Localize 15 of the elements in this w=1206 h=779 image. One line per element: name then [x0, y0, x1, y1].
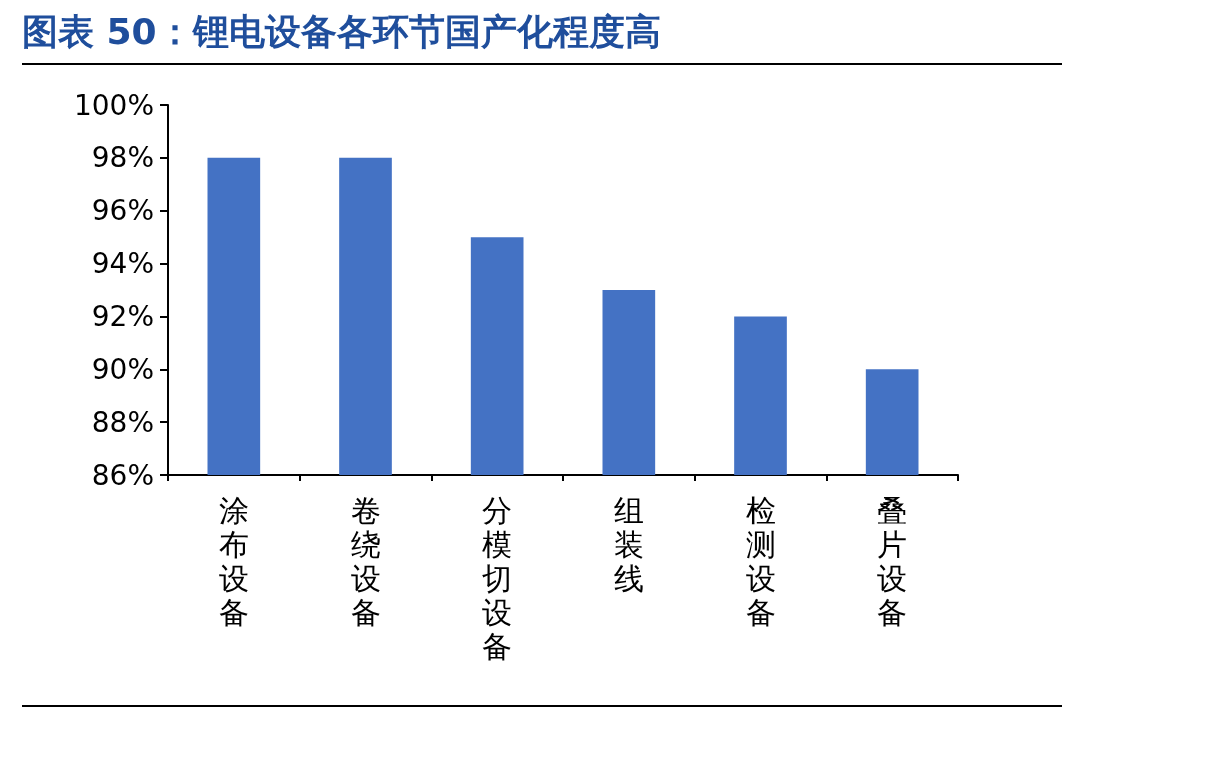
x-tick-label: 叠片设备: [877, 492, 908, 630]
x-tick-label: 分模切设备: [482, 492, 513, 664]
x-tick-label: 卷绕设备: [350, 492, 381, 630]
y-tick-label: 94%: [91, 247, 154, 281]
y-tick-label: 96%: [91, 194, 154, 228]
y-tick-label: 88%: [91, 405, 154, 439]
x-tick-label: 涂布设备: [218, 492, 249, 630]
y-tick-label: 98%: [91, 141, 154, 175]
x-tick-label: 检测设备: [745, 492, 776, 630]
y-tick-label: 100%: [73, 88, 154, 122]
y-tick-label: 86%: [91, 458, 154, 492]
chart-title: 图表 50：锂电设备各环节国产化程度高: [21, 10, 662, 54]
x-tick-label: 组装线: [613, 492, 644, 596]
y-tick-label: 92%: [91, 299, 154, 333]
y-tick-label: 90%: [91, 352, 154, 386]
